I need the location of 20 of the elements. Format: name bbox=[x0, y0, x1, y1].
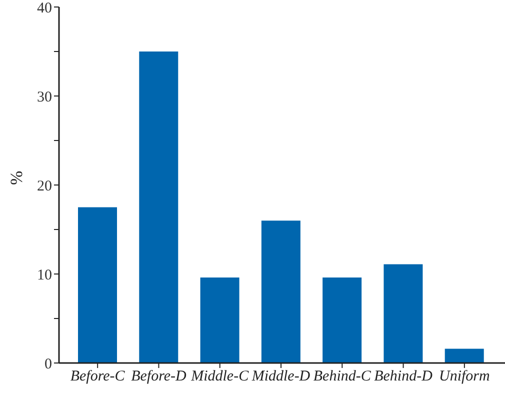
bar bbox=[78, 207, 117, 363]
y-tick-label: 10 bbox=[37, 267, 52, 284]
y-tick-label: 40 bbox=[37, 0, 52, 16]
bar bbox=[444, 348, 484, 363]
y-axis-title: % bbox=[7, 170, 26, 185]
x-tick-label: Behind-C bbox=[313, 368, 372, 385]
y-tick-label: 30 bbox=[37, 89, 52, 106]
x-tick-label: Before-C bbox=[70, 368, 126, 385]
y-tick-label: 0 bbox=[44, 356, 52, 372]
bar bbox=[200, 278, 240, 363]
x-tick-label: Middle-C bbox=[190, 368, 250, 385]
y-tick-label: 20 bbox=[37, 178, 52, 194]
bar bbox=[384, 264, 423, 363]
bar bbox=[261, 220, 300, 363]
x-tick-label: Middle-D bbox=[250, 368, 310, 385]
bar bbox=[322, 278, 362, 363]
bar bbox=[139, 52, 178, 363]
x-tick-label: Behind-D bbox=[374, 368, 433, 385]
x-tick-label: Before-D bbox=[131, 368, 187, 385]
x-tick-label: Uniform bbox=[439, 368, 490, 385]
